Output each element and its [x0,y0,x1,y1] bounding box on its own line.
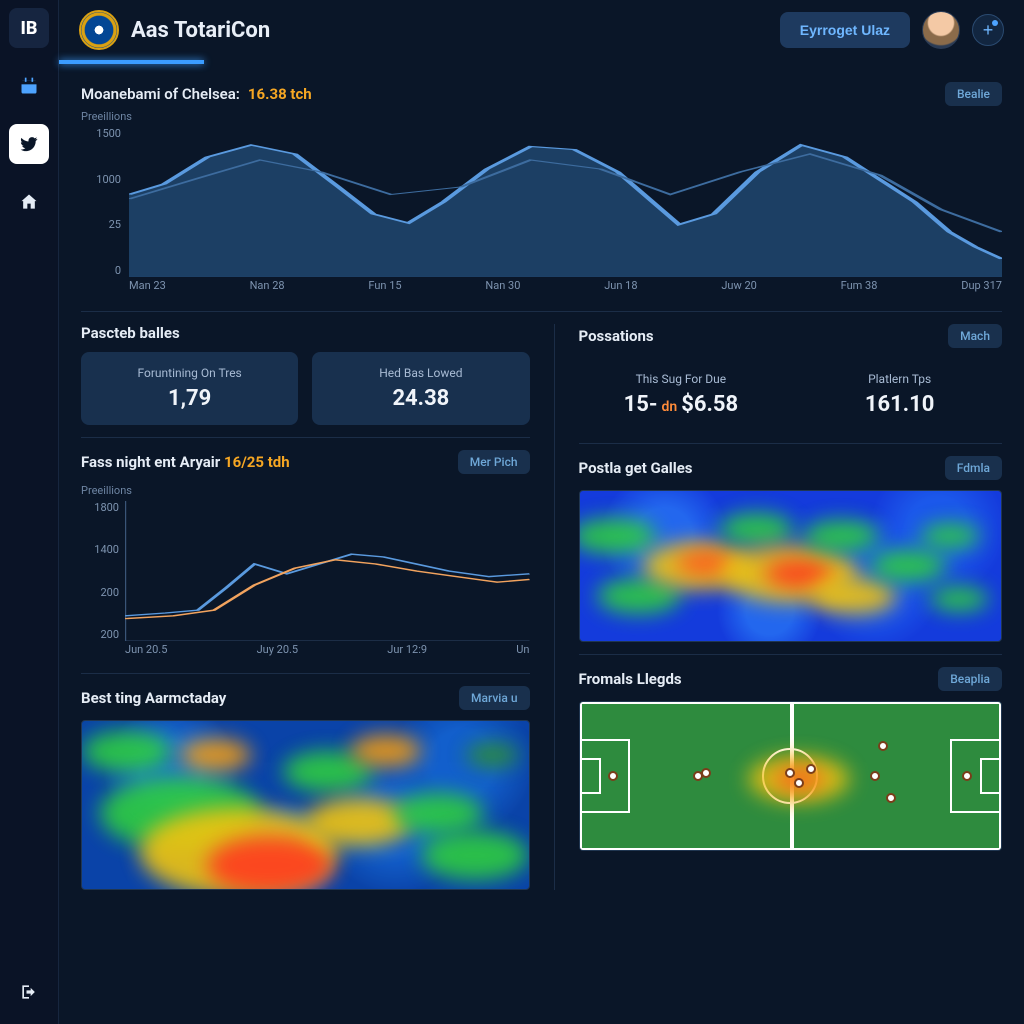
section-badge[interactable]: Mer Pich [458,450,530,474]
divider [579,443,1003,444]
section-title: Possations [579,327,654,345]
add-button[interactable]: + [972,14,1004,46]
main-chart-title: Moanebami of Chelsea: [81,85,240,103]
section-badge[interactable]: Fdmla [945,456,1002,480]
stat-card: Hed Bas Lowed 24.38 [312,352,529,425]
logout-icon [19,982,39,1002]
main: Aas TotariCon Eyrroget Ulaz + Moanebami … [58,0,1024,1024]
player-dot [608,771,618,781]
divider [81,311,1002,312]
cta-button[interactable]: Eyrroget Ulaz [780,12,910,48]
topbar: Aas TotariCon Eyrroget Ulaz + [59,0,1024,60]
stat-value: 1,79 [97,386,282,411]
stat-card: Platlern Tps 161.10 [797,358,1002,431]
calendar-icon [19,76,39,96]
stat-label: Foruntining On Tres [97,366,282,380]
heatmap-right [579,490,1003,642]
section-best: Best ting Aarmctaday Marvia u [81,686,530,890]
section-fromals: Fromals Llegds Beaplia [579,667,1003,851]
main-chart-sub: Preeillions [81,110,1002,123]
sidebar-item-home[interactable] [9,182,49,222]
sidebar-item-logout[interactable] [9,972,49,1012]
section-badge[interactable]: Beaplia [938,667,1002,691]
player-dot [870,771,880,781]
stat-label: Hed Bas Lowed [328,366,513,380]
section-title: Fass night ent Aryair 16/25 tdh [81,453,290,471]
sidebar: IB [0,0,58,1024]
section-badge[interactable]: Marvia u [459,686,529,710]
stat-label: This Sug For Due [595,372,768,386]
section-fass: Fass night ent Aryair 16/25 tdh Mer Pich… [81,450,530,661]
player-dot [878,741,888,751]
divider [81,673,530,674]
player-dot [806,764,816,774]
divider [579,654,1003,655]
main-chart-header: Moanebami of Chelsea: 16.38 tch Bealie [81,82,1002,106]
page-title: Aas TotariCon [131,18,270,43]
player-dot [785,768,795,778]
player-dot [701,768,711,778]
section-title: Postla get Galles [579,459,693,477]
main-area-chart: 15001000250 Man 23Nan 28Fun 15Nan 30Jun … [81,127,1002,297]
chart-sub: Preeillions [81,484,530,497]
stat-label: Platlern Tps [813,372,986,386]
small-line-chart: 18001400200200 Jun 20.5Juy 20.5Jur 12:9U… [81,501,530,661]
stat-card: Foruntining On Tres 1,79 [81,352,298,425]
stat-value: 24.38 [328,386,513,411]
brand-logo[interactable]: IB [9,8,49,48]
section-pascteb: Pascteb balles Foruntining On Tres 1,79 … [81,324,530,425]
stat-value: 161.10 [813,392,986,417]
sidebar-item-twitter[interactable] [9,124,49,164]
main-chart-value: 16.38 tch [248,85,312,103]
player-dot [962,771,972,781]
avatar[interactable] [922,11,960,49]
twitter-icon [19,134,39,154]
stat-value: 15-dn$6.58 [595,392,768,417]
section-postla: Postla get Galles Fdmla [579,456,1003,642]
section-title: Best ting Aarmctaday [81,689,226,707]
player-dot [794,778,804,788]
sidebar-item-calendar[interactable] [9,66,49,106]
content: Moanebami of Chelsea: 16.38 tch Bealie P… [59,64,1024,1024]
player-dot [886,793,896,803]
section-title: Fromals Llegds [579,670,682,688]
home-icon [19,192,39,212]
section-badge[interactable]: Mach [948,324,1002,348]
stat-card: This Sug For Due 15-dn$6.58 [579,358,784,431]
main-chart-badge[interactable]: Bealie [945,82,1002,106]
section-possations: Possations Mach This Sug For Due 15-dn$6… [579,324,1003,431]
divider [81,437,530,438]
heatmap-left [81,720,530,890]
pitch-map [579,701,1003,851]
club-badge [79,10,119,50]
section-title: Pascteb balles [81,324,180,342]
